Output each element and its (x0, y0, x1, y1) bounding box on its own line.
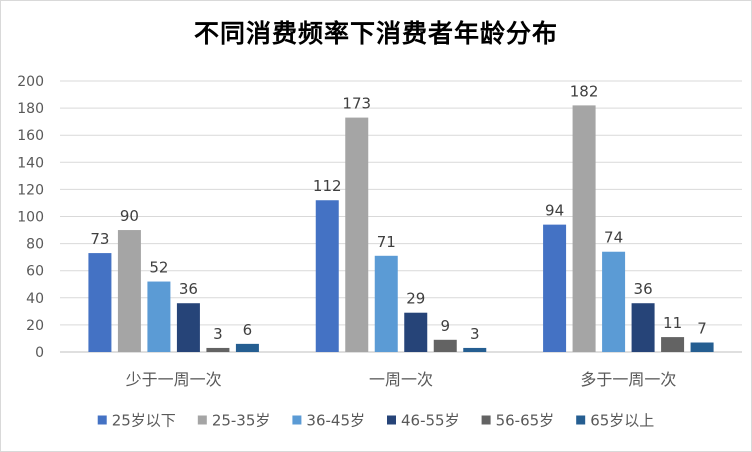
data-label: 11 (663, 314, 682, 332)
bar (206, 347, 230, 352)
data-label: 3 (470, 325, 480, 343)
bar (433, 339, 457, 352)
bar (631, 303, 655, 352)
y-tick-label: 40 (26, 291, 44, 307)
data-label: 6 (243, 321, 253, 339)
bar (661, 337, 685, 352)
data-label: 112 (313, 177, 342, 195)
bars (88, 105, 714, 353)
category-label: 多于一周一次 (580, 370, 676, 389)
legend: 25岁以下 25-35岁 36-45岁 46-55岁 56-65岁 65岁以上 (97, 412, 654, 430)
category-label: 一周一次 (369, 370, 433, 389)
y-tick-label: 160 (17, 128, 44, 144)
bar (235, 343, 259, 352)
legend-label: 46-55岁 (401, 412, 460, 430)
data-label: 36 (634, 280, 653, 298)
legend-swatch (97, 415, 107, 425)
y-tick-label: 120 (17, 182, 44, 198)
data-label: 7 (697, 320, 707, 338)
data-label: 73 (90, 230, 109, 248)
data-label: 90 (120, 207, 139, 225)
bar (345, 117, 369, 353)
data-label: 94 (545, 202, 564, 220)
y-tick-label: 20 (26, 318, 44, 334)
legend-item: 25岁以下 (97, 412, 176, 430)
legend-label: 65岁以上 (590, 412, 654, 430)
legend-item: 56-65岁 (481, 412, 555, 430)
y-tick-label: 200 (17, 74, 44, 90)
gridlines (60, 80, 742, 353)
legend-swatch (576, 415, 586, 425)
data-label: 173 (342, 95, 371, 113)
bar (404, 312, 428, 352)
legend-swatch (481, 415, 491, 425)
data-label: 29 (406, 290, 425, 308)
legend-swatch (387, 415, 396, 425)
data-label: 71 (377, 233, 396, 251)
legend-label: 25岁以下 (112, 412, 176, 430)
category-label: 少于一周一次 (126, 370, 222, 389)
data-label: 52 (149, 259, 168, 277)
bar (117, 230, 141, 352)
legend-label: 36-45岁 (306, 412, 365, 430)
legend-item: 36-45岁 (292, 412, 365, 430)
bar (176, 303, 200, 352)
legend-swatch (197, 415, 207, 425)
legend-item: 25-35岁 (197, 412, 271, 430)
legend-swatch (292, 415, 302, 425)
y-tick-label: 80 (26, 237, 44, 253)
data-label: 74 (604, 229, 623, 247)
y-tick-label: 140 (17, 155, 44, 171)
legend-label: 56-65岁 (496, 412, 555, 430)
bar (572, 105, 596, 352)
data-label: 182 (570, 82, 599, 100)
bar (147, 281, 171, 352)
bar (88, 253, 112, 352)
data-label: 3 (213, 325, 223, 343)
x-axis-categories: 少于一周一次 一周一次 多于一周一次 (126, 370, 677, 389)
y-tick-label: 180 (17, 101, 44, 117)
y-tick-label: 60 (26, 264, 44, 280)
bar (374, 255, 398, 352)
legend-label: 25-35岁 (212, 412, 271, 430)
data-label: 9 (440, 317, 450, 335)
legend-item: 65岁以上 (576, 412, 654, 430)
y-tick-label: 0 (35, 345, 44, 361)
y-tick-label: 100 (17, 210, 44, 226)
bar (690, 342, 714, 352)
data-label: 36 (179, 280, 198, 298)
legend-item: 46-55岁 (387, 412, 460, 430)
bar (463, 347, 487, 352)
y-axis-ticks: 0 20 40 60 80 100 120 140 160 180 200 (17, 74, 44, 361)
chart-title: 不同消费频率下消费者年龄分布 (193, 19, 558, 48)
bar (602, 251, 626, 352)
bar (315, 200, 339, 352)
bar (543, 224, 567, 352)
